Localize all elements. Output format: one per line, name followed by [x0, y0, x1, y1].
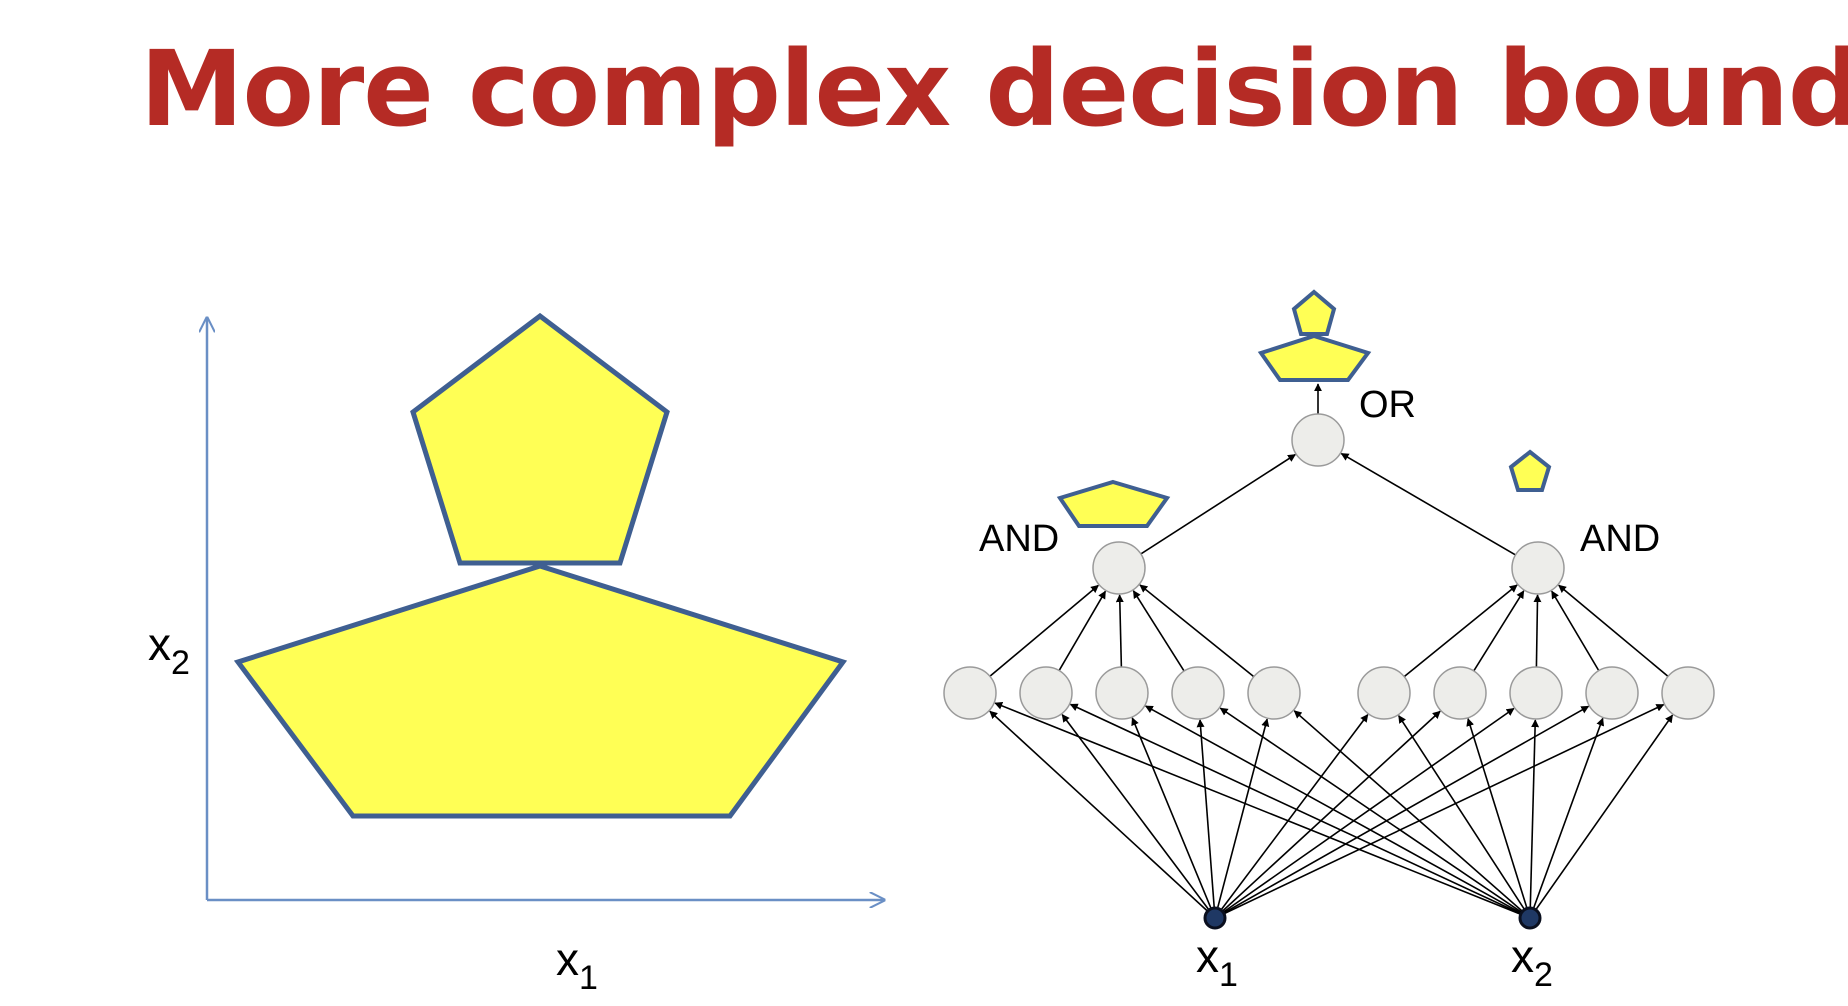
- edge-input-2-to-hidden-8: [1529, 719, 1540, 919]
- slide-title: More complex decision boundaries: [140, 28, 1848, 150]
- neural-network: OR AND AND x1 x2: [943, 289, 1715, 994]
- output-large-pentagon-icon: [1257, 333, 1372, 382]
- edge-input-2-to-hidden-7: [1466, 718, 1531, 919]
- or-output-unit: [1291, 413, 1345, 467]
- left-plot: x2 x1: [148, 312, 884, 997]
- edge-hidden-4-to-and: [1132, 590, 1185, 672]
- edge-input-2-to-hidden-1: [994, 702, 1531, 919]
- edge-hidden-10-to-and: [1558, 584, 1669, 677]
- edge-input-1-to-hidden-10: [1214, 703, 1665, 919]
- hidden-unit-7: [1433, 666, 1487, 720]
- edge-input-2-to-hidden-10: [1529, 714, 1674, 919]
- output-small-pentagon-icon: [1291, 289, 1337, 336]
- edge-and-2-to-or: [1340, 452, 1516, 556]
- edge-hidden-9-to-and: [1551, 590, 1600, 672]
- and-unit-left: [1092, 541, 1146, 595]
- edge-input-1-to-hidden-5: [1214, 718, 1270, 919]
- edge-input-1-to-hidden-6: [1214, 713, 1369, 919]
- or-label: OR: [1359, 384, 1416, 426]
- network-edges: [989, 383, 1674, 919]
- and-unit-right: [1511, 541, 1565, 595]
- edge-hidden-5-to-and: [1139, 584, 1255, 678]
- and-right-label: AND: [1580, 518, 1660, 560]
- edge-input-1-to-hidden-4: [1196, 719, 1216, 919]
- edge-input-2-to-hidden-4: [1219, 707, 1531, 919]
- hidden-unit-5: [1247, 666, 1301, 720]
- edge-and-1-to-or: [1140, 453, 1296, 555]
- input-1-label: x1: [1196, 930, 1238, 994]
- edge-hidden-6-to-and: [1403, 584, 1518, 678]
- hidden-unit-6: [1357, 666, 1411, 720]
- network-nodes: [943, 413, 1715, 930]
- and-right-pentagon-icon: [1508, 449, 1552, 492]
- edge-input-2-to-hidden-6: [1398, 714, 1531, 919]
- input-unit-1: [1203, 906, 1227, 930]
- edge-input-2-to-hidden-2: [1069, 703, 1531, 919]
- edge-hidden-7-to-and: [1473, 590, 1525, 672]
- edge-input-1-to-hidden-7: [1214, 710, 1441, 919]
- edge-input-2-to-hidden-5: [1293, 710, 1531, 919]
- edge-input-2-to-hidden-3: [1144, 705, 1531, 919]
- edge-input-1-to-hidden-3: [1131, 717, 1216, 919]
- edge-input-1-to-hidden-9: [1214, 705, 1590, 919]
- edge-hidden-1-to-and: [989, 584, 1099, 677]
- hidden-unit-3: [1095, 666, 1149, 720]
- small-pentagon-region: [410, 312, 670, 566]
- and-left-pentagon-icon: [1056, 479, 1171, 528]
- edge-input-2-to-hidden-9: [1529, 717, 1605, 919]
- x-axis-label: x1: [556, 933, 598, 997]
- edge-hidden-8-to-and: [1533, 594, 1542, 668]
- hidden-unit-4: [1171, 666, 1225, 720]
- input-unit-2: [1518, 906, 1542, 930]
- edge-hidden-3-to-and: [1115, 594, 1124, 668]
- large-pentagon-region: [233, 563, 848, 819]
- and-left-label: AND: [979, 518, 1059, 560]
- hidden-unit-9: [1585, 666, 1639, 720]
- hidden-unit-10: [1661, 666, 1715, 720]
- edge-hidden-2-to-and: [1058, 590, 1107, 671]
- edge-input-1-to-hidden-2: [1061, 713, 1216, 919]
- hidden-unit-2: [1019, 666, 1073, 720]
- y-axis-label: x2: [148, 618, 190, 682]
- hidden-unit-8: [1509, 666, 1563, 720]
- edge-input-1-to-hidden-1: [989, 710, 1216, 919]
- input-2-label: x2: [1511, 930, 1553, 994]
- edge-input-1-to-hidden-8: [1214, 707, 1515, 919]
- hidden-unit-1: [943, 666, 997, 720]
